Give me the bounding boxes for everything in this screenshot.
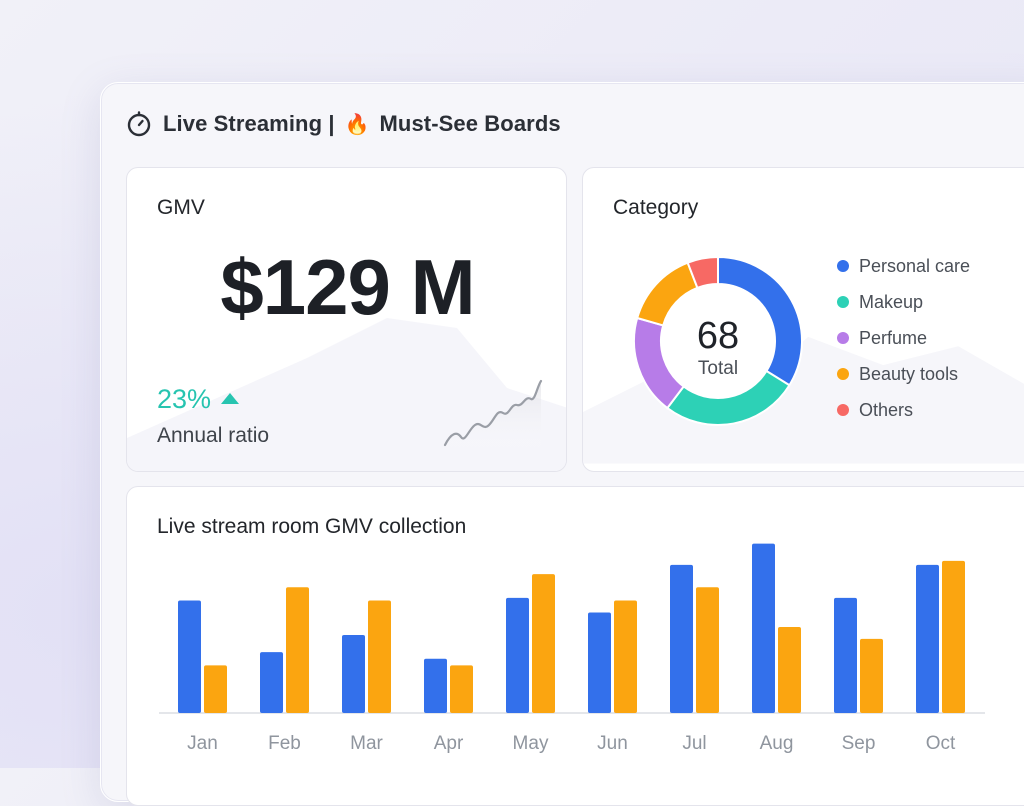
- fire-icon: 🔥: [344, 113, 370, 136]
- legend-item[interactable]: Makeup: [837, 284, 970, 320]
- gmv-value: $129 M: [220, 243, 475, 331]
- bar-jan-series-1[interactable]: [178, 600, 201, 713]
- gmv-title: GMV: [157, 196, 205, 219]
- x-tick-label: Sep: [842, 733, 876, 754]
- bar-jul-series-1[interactable]: [670, 564, 693, 713]
- donut-slice-makeup[interactable]: [665, 369, 791, 426]
- bar-aug-series-2[interactable]: [778, 627, 801, 713]
- legend-dot-icon: [837, 368, 849, 380]
- bar-sep-series-1[interactable]: [834, 597, 857, 713]
- donut-slice-perfume[interactable]: [633, 316, 686, 410]
- donut-total-value: 68: [697, 315, 739, 357]
- sparkline-icon: [443, 379, 543, 453]
- category-card[interactable]: Category 68 Total Personal care Makeup Per…: [582, 167, 1024, 472]
- board-title: Live Streaming |: [163, 111, 335, 136]
- donut-slice-beauty-tools[interactable]: [635, 261, 699, 327]
- legend-dot-icon: [837, 296, 849, 308]
- category-donut-chart: 68 Total: [633, 255, 803, 426]
- bar-aug-series-1[interactable]: [752, 543, 775, 713]
- legend-dot-icon: [837, 260, 849, 272]
- bar-jun-series-2[interactable]: [614, 600, 637, 713]
- timer-icon: [127, 111, 151, 137]
- legend-item[interactable]: Personal care: [837, 248, 970, 284]
- bar-oct-series-1[interactable]: [916, 564, 939, 713]
- bar-oct-series-2[interactable]: [942, 560, 965, 713]
- x-tick-label: Jul: [682, 733, 706, 754]
- legend-label: Makeup: [859, 291, 924, 312]
- x-tick-label: Aug: [760, 733, 794, 754]
- gmv-collection-card[interactable]: Live stream room GMV collection Jan Feb Ma…: [126, 486, 1024, 806]
- bar-feb-series-1[interactable]: [260, 652, 283, 713]
- x-tick-label: May: [513, 733, 549, 754]
- x-tick-label: Oct: [926, 733, 956, 754]
- bar-jan-series-2[interactable]: [204, 665, 227, 713]
- bar-sep-series-2[interactable]: [860, 638, 883, 713]
- legend-dot-icon: [837, 332, 849, 344]
- legend-item[interactable]: Beauty tools: [837, 356, 970, 392]
- legend-label: Perfume: [859, 327, 928, 348]
- mountain-decoration: [583, 336, 1024, 464]
- legend-label: Beauty tools: [859, 363, 959, 384]
- gmv-bar-chart: Jan Feb Mar Apr May Jun Jul Aug Sep Oct: [159, 543, 985, 754]
- arrow-up-icon: [221, 393, 240, 404]
- x-tick-label: Feb: [268, 733, 301, 754]
- legend-item[interactable]: Perfume: [837, 320, 970, 356]
- x-tick-label: Jan: [187, 733, 218, 754]
- x-tick-label: Mar: [350, 733, 383, 754]
- bar-may-series-1[interactable]: [506, 597, 529, 713]
- bar-may-series-2[interactable]: [532, 574, 555, 713]
- dashboard-window: Live Streaming | 🔥 Must-See Boards GMV $…: [100, 82, 1024, 806]
- bar-feb-series-2[interactable]: [286, 587, 309, 713]
- board-header: Live Streaming | 🔥 Must-See Boards: [125, 109, 561, 139]
- legend-label: Personal care: [859, 255, 971, 276]
- bar-apr-series-1[interactable]: [424, 658, 447, 713]
- donut-total-label: Total: [698, 358, 738, 379]
- legend-item[interactable]: Others: [837, 392, 970, 428]
- gmv-ratio-label: Annual ratio: [157, 424, 270, 447]
- gmv-ratio-value: 23%: [157, 384, 212, 414]
- x-tick-label: Jun: [597, 733, 628, 754]
- category-legend: Personal care Makeup Perfume Beauty tools Ot…: [837, 248, 970, 428]
- category-title: Category: [613, 196, 699, 219]
- legend-dot-icon: [837, 404, 849, 416]
- bar-chart-title: Live stream room GMV collection: [157, 515, 467, 538]
- donut-slice-others[interactable]: [686, 255, 719, 290]
- bar-apr-series-2[interactable]: [450, 665, 473, 713]
- bar-jun-series-1[interactable]: [588, 612, 611, 713]
- legend-label: Others: [859, 399, 914, 420]
- gmv-ratio: 23%: [157, 384, 240, 415]
- bar-jul-series-2[interactable]: [696, 587, 719, 713]
- board-subtitle: Must-See Boards: [379, 111, 561, 136]
- bar-mar-series-2[interactable]: [368, 600, 391, 713]
- x-tick-label: Apr: [434, 733, 464, 754]
- bar-mar-series-1[interactable]: [342, 634, 365, 713]
- gmv-card[interactable]: GMV $129 M 23% Annual ratio: [126, 167, 567, 472]
